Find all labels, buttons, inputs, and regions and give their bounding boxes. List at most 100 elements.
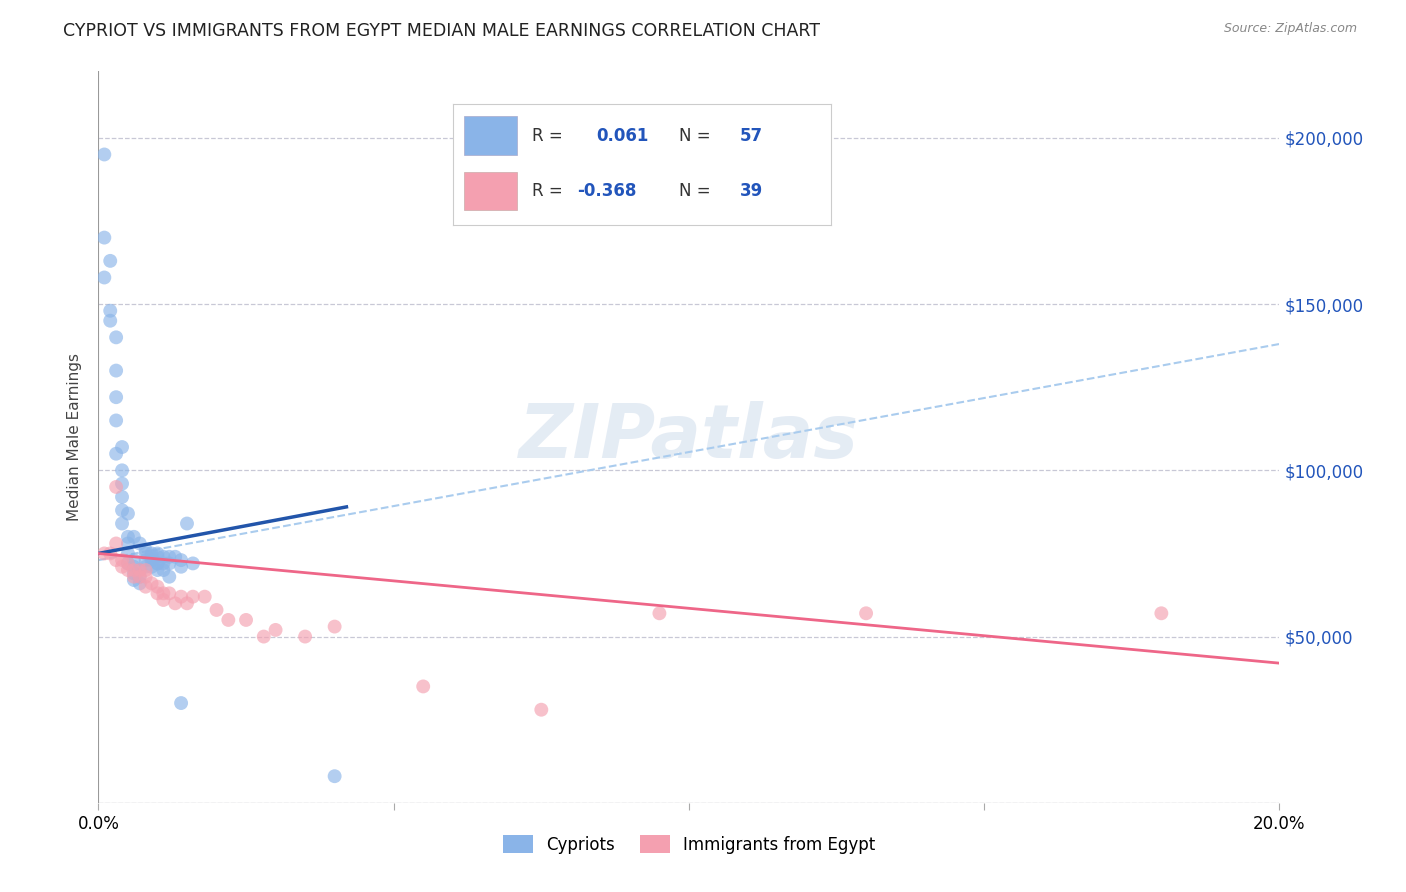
Point	[117, 546, 139, 560]
Point	[111, 463, 134, 477]
Point	[135, 543, 157, 558]
Point	[294, 630, 316, 644]
Point	[98, 303, 121, 318]
Y-axis label: Median Male Earnings: Median Male Earnings	[67, 353, 83, 521]
Point	[170, 553, 193, 567]
Point	[111, 553, 134, 567]
Point	[135, 546, 157, 560]
Point	[128, 563, 150, 577]
Point	[98, 314, 121, 328]
Point	[105, 413, 128, 427]
Point	[194, 590, 217, 604]
Point	[122, 530, 145, 544]
Point	[128, 570, 150, 584]
Point	[122, 573, 145, 587]
Point	[117, 536, 139, 550]
Point	[648, 607, 671, 621]
Point	[93, 147, 115, 161]
Point	[135, 570, 157, 584]
Point	[105, 480, 128, 494]
Point	[157, 570, 180, 584]
Point	[152, 557, 174, 571]
Point	[141, 549, 163, 564]
Point	[105, 363, 128, 377]
Point	[855, 607, 877, 621]
Point	[105, 330, 128, 344]
Point	[157, 557, 180, 571]
Point	[122, 559, 145, 574]
Point	[205, 603, 228, 617]
Point	[122, 553, 145, 567]
Point	[530, 703, 553, 717]
Point	[170, 696, 193, 710]
Point	[135, 559, 157, 574]
Point	[122, 566, 145, 581]
Point	[111, 503, 134, 517]
Point	[111, 516, 134, 531]
Point	[111, 559, 134, 574]
Point	[412, 680, 434, 694]
Point	[111, 476, 134, 491]
Point	[146, 586, 169, 600]
Text: ZIPatlas: ZIPatlas	[519, 401, 859, 474]
Point	[152, 593, 174, 607]
Point	[264, 623, 287, 637]
Point	[146, 563, 169, 577]
Point	[235, 613, 257, 627]
Point	[117, 557, 139, 571]
Point	[128, 536, 150, 550]
Point	[135, 553, 157, 567]
Point	[105, 390, 128, 404]
Point	[217, 613, 239, 627]
Point	[117, 557, 139, 571]
Point	[165, 596, 187, 610]
Point	[128, 570, 150, 584]
Point	[1150, 607, 1173, 621]
Point	[98, 546, 121, 560]
Point	[141, 553, 163, 567]
Point	[181, 590, 204, 604]
Point	[323, 769, 346, 783]
Point	[170, 590, 193, 604]
Point	[105, 553, 128, 567]
Point	[122, 570, 145, 584]
Point	[117, 530, 139, 544]
Point	[176, 516, 198, 531]
Point	[146, 546, 169, 560]
Point	[128, 563, 150, 577]
Point	[117, 507, 139, 521]
Point	[323, 619, 346, 633]
Point	[93, 270, 115, 285]
Point	[98, 253, 121, 268]
Text: Source: ZipAtlas.com: Source: ZipAtlas.com	[1223, 22, 1357, 36]
Point	[141, 546, 163, 560]
Point	[93, 546, 115, 560]
Point	[146, 580, 169, 594]
Point	[152, 563, 174, 577]
Point	[176, 596, 198, 610]
Point	[141, 559, 163, 574]
Point	[135, 563, 157, 577]
Point	[105, 447, 128, 461]
Point	[152, 549, 174, 564]
Point	[170, 559, 193, 574]
Point	[253, 630, 276, 644]
Point	[93, 230, 115, 244]
Point	[117, 563, 139, 577]
Text: CYPRIOT VS IMMIGRANTS FROM EGYPT MEDIAN MALE EARNINGS CORRELATION CHART: CYPRIOT VS IMMIGRANTS FROM EGYPT MEDIAN …	[63, 22, 820, 40]
Point	[135, 580, 157, 594]
Point	[122, 563, 145, 577]
Point	[152, 586, 174, 600]
Point	[157, 586, 180, 600]
Legend: Cypriots, Immigrants from Egypt: Cypriots, Immigrants from Egypt	[496, 829, 882, 860]
Point	[128, 576, 150, 591]
Point	[111, 440, 134, 454]
Point	[146, 549, 169, 564]
Point	[146, 557, 169, 571]
Point	[181, 557, 204, 571]
Point	[141, 576, 163, 591]
Point	[111, 490, 134, 504]
Point	[146, 557, 169, 571]
Point	[165, 549, 187, 564]
Point	[157, 549, 180, 564]
